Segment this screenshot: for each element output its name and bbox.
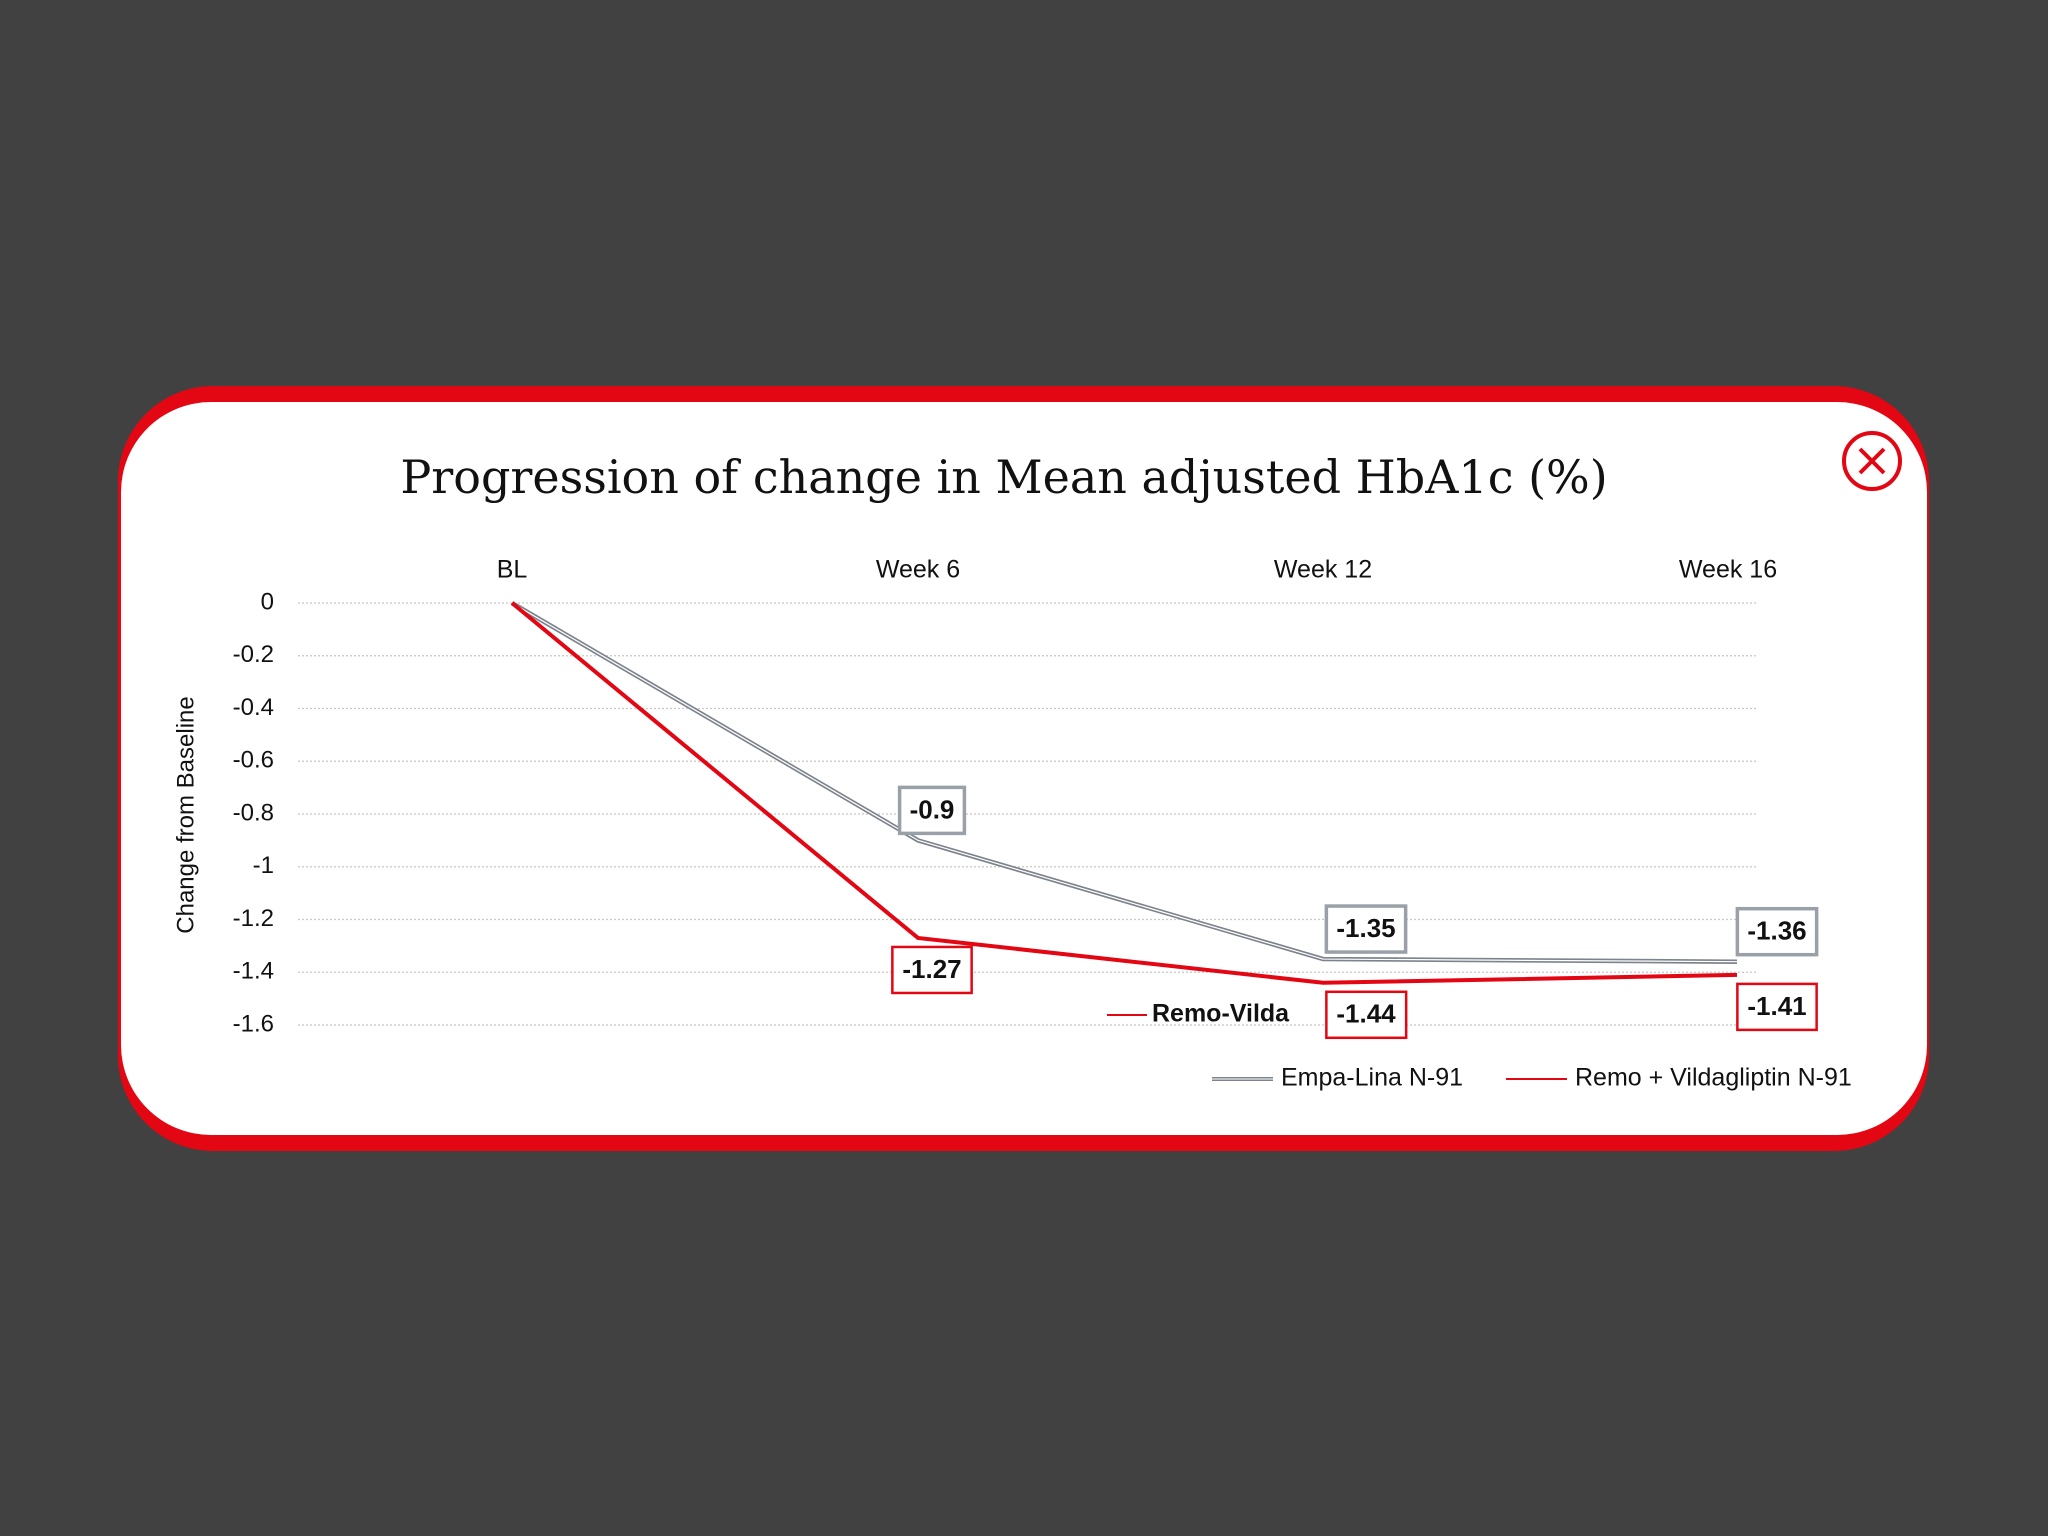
close-button[interactable] <box>1842 431 1902 491</box>
data-label-box <box>1324 904 1408 954</box>
data-label: -0.9 <box>910 794 955 824</box>
y-tick-label: -1.4 <box>233 958 274 985</box>
y-tick-label: -1 <box>253 852 274 879</box>
close-x[interactable] <box>1858 447 1886 475</box>
data-label: -1.41 <box>1747 991 1806 1021</box>
x-tick-label: BL <box>497 556 528 584</box>
data-label: -1.44 <box>1336 999 1396 1029</box>
y-tick-label: -1.6 <box>233 1010 274 1037</box>
y-axis-title: Change from Baseline <box>172 696 199 933</box>
x-tick-label: Week 6 <box>876 556 960 584</box>
data-label: -1.27 <box>902 954 961 984</box>
data-line-highlight <box>511 602 1738 963</box>
data-label: -1.35 <box>1336 913 1395 943</box>
data-line <box>510 601 1738 985</box>
data-label-box <box>897 785 967 836</box>
y-tick-label: -1.2 <box>233 905 274 932</box>
y-tick-label: -0.6 <box>233 747 274 774</box>
data-label-box <box>891 945 973 995</box>
data-label: -1.36 <box>1747 916 1806 946</box>
x-tick-label: Week 12 <box>1274 556 1372 584</box>
legend-label: Empa-Lina N-91 <box>1281 1064 1463 1092</box>
y-tick-label: -0.4 <box>233 694 274 721</box>
data-label-box <box>1735 906 1819 957</box>
annotation: Remo-Vilda <box>1152 1000 1290 1028</box>
modal <box>121 402 1927 1135</box>
y-tick-label: -0.8 <box>233 799 274 826</box>
x-tick-label: Week 16 <box>1679 556 1777 584</box>
legend-label: Remo + Vildagliptin N-91 <box>1575 1064 1852 1092</box>
y-tick-label: 0 <box>261 588 274 615</box>
y-tick-label: -0.2 <box>233 641 274 668</box>
data-label-box <box>1736 982 1818 1032</box>
chart-title: Progression of change in Mean adjusted H… <box>400 450 1607 504</box>
data-label-box <box>1325 990 1408 1040</box>
